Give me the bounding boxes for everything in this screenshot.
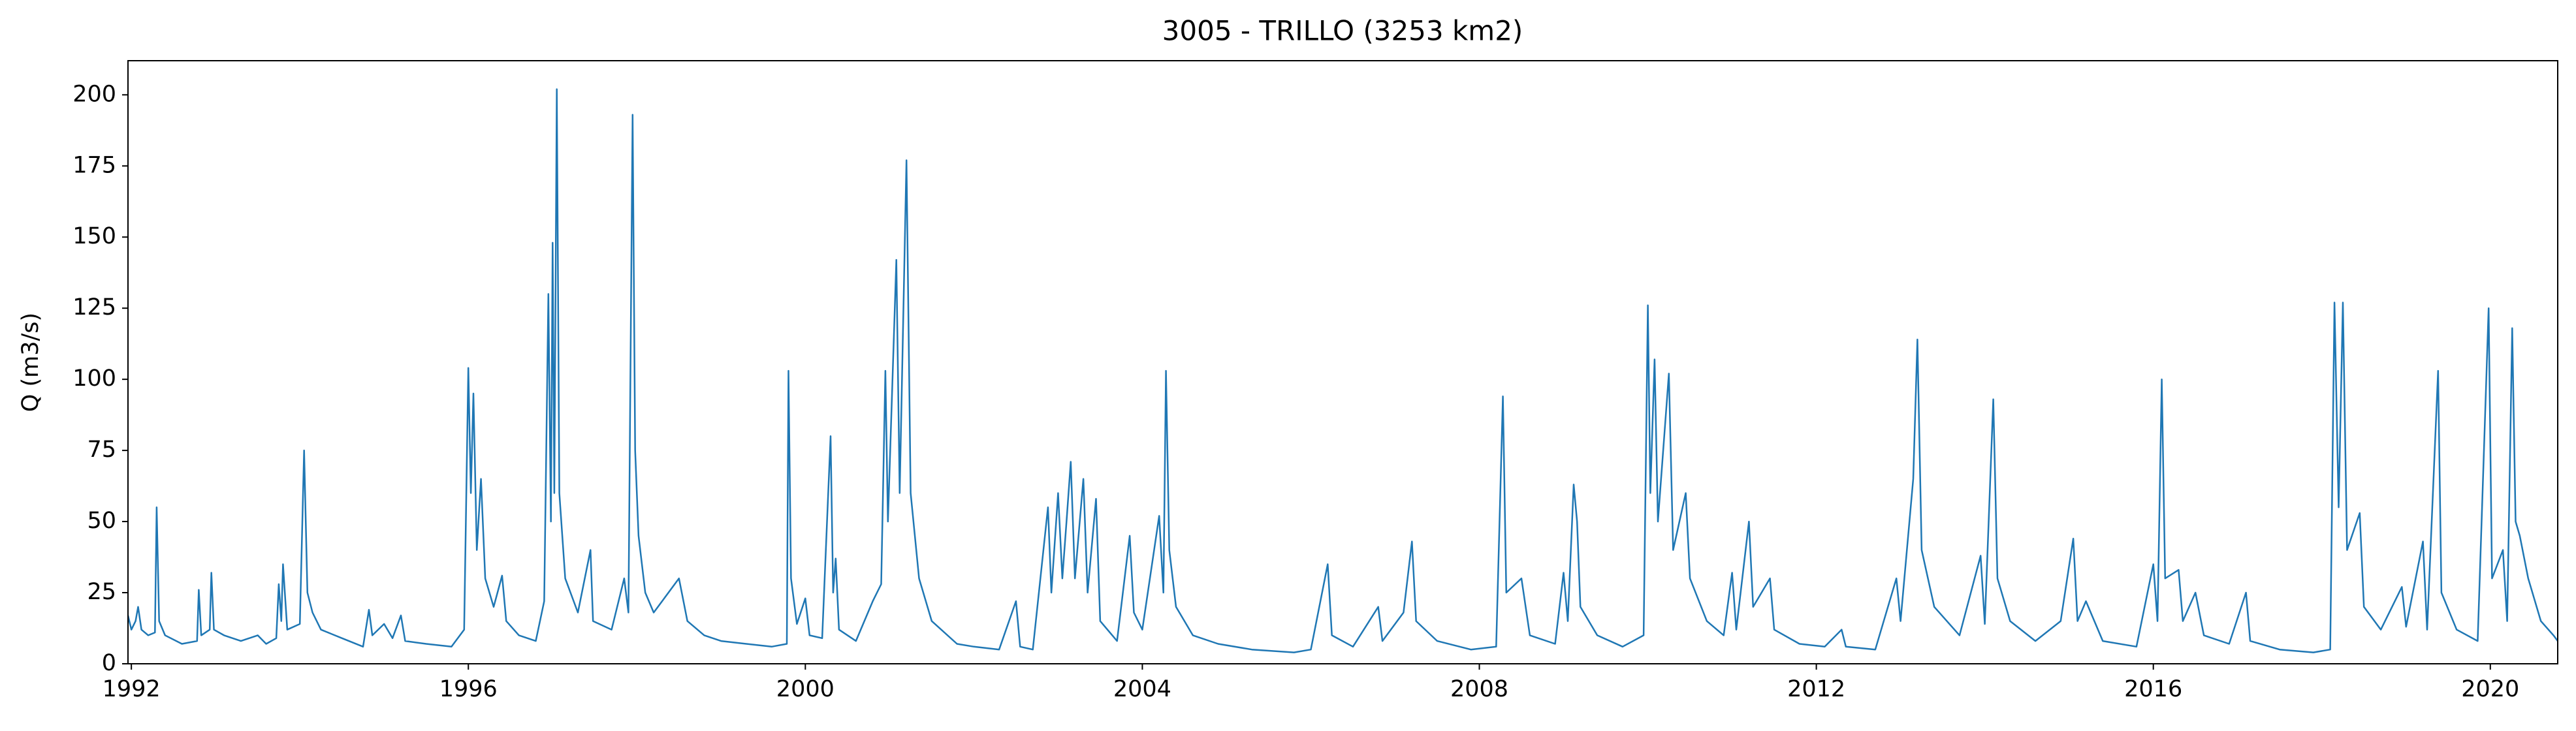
y-tick-label: 200 <box>72 81 116 107</box>
y-tick-label: 150 <box>72 223 116 249</box>
x-tick-label: 2016 <box>2124 676 2182 702</box>
y-tick-label: 50 <box>87 508 116 534</box>
x-tick-label: 2008 <box>1450 676 1508 702</box>
x-tick-label: 1992 <box>103 676 161 702</box>
chart-title: 3005 - TRILLO (3253 km2) <box>1162 15 1523 47</box>
y-tick-label: 0 <box>102 650 116 676</box>
y-tick-label: 125 <box>72 294 116 320</box>
y-tick-label: 100 <box>72 366 116 392</box>
y-tick-label: 75 <box>87 437 116 463</box>
x-tick-label: 1996 <box>439 676 498 702</box>
x-tick-label: 2004 <box>1113 676 1171 702</box>
x-tick-label: 2000 <box>776 676 835 702</box>
y-axis-label: Q (m3/s) <box>18 313 44 412</box>
y-tick-label: 25 <box>87 579 116 605</box>
y-tick-label: 175 <box>72 152 116 178</box>
x-tick-label: 2020 <box>2461 676 2519 702</box>
x-tick-label: 2012 <box>1787 676 1845 702</box>
plot-frame <box>127 60 2558 664</box>
flow-line <box>128 88 2558 653</box>
